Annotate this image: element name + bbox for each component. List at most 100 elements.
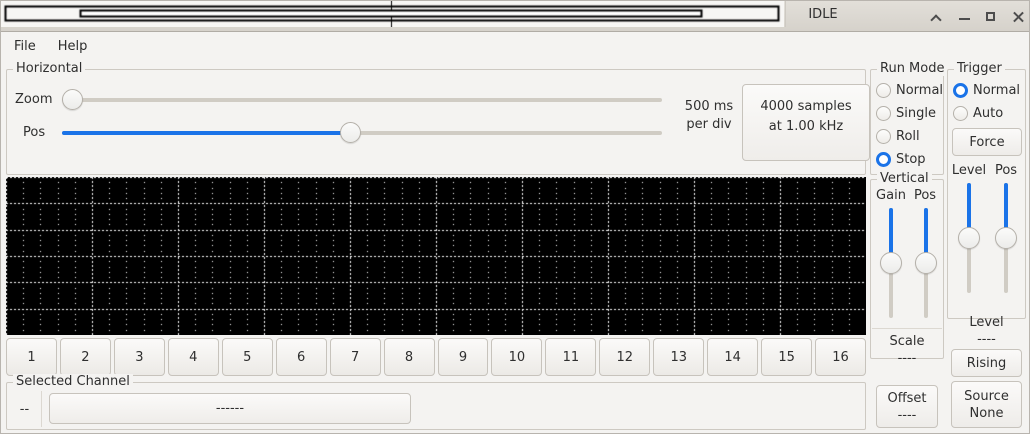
vertical-scale-title: Scale	[889, 334, 925, 349]
run-status-label: IDLE	[785, 1, 860, 27]
vertical-gain-slider[interactable]	[880, 208, 902, 318]
radio-icon-run-normal[interactable]	[876, 83, 891, 98]
vertical-pos-thumb[interactable]	[915, 252, 937, 274]
channel-button-label: 1	[27, 349, 36, 365]
selected-channel-number: --	[8, 391, 42, 427]
trigger-group: Trigger Normal Auto Force Level Pos	[947, 61, 1026, 319]
channel-button-label: 6	[297, 349, 306, 365]
channel-button-13[interactable]: 13	[653, 338, 705, 376]
channel-button-label: 9	[458, 349, 468, 365]
trigger-normal[interactable]: Normal	[953, 83, 1020, 98]
trigger-level-slider[interactable]	[958, 183, 980, 293]
channel-button-9[interactable]: 9	[437, 338, 489, 376]
channel-button-label: 10	[508, 349, 526, 365]
radio-icon-run-roll[interactable]	[876, 129, 891, 144]
trigger-normal-label: Normal	[973, 83, 1021, 98]
channel-button-3[interactable]: 3	[113, 338, 165, 376]
channel-button-11[interactable]: 11	[545, 338, 597, 376]
channel-button-label: 7	[350, 349, 360, 365]
run-mode-group-title: Run Mode	[877, 61, 948, 76]
radio-icon-run-stop[interactable]	[876, 152, 891, 167]
trigger-pos-label: Pos	[994, 163, 1018, 178]
zoom-slider-track[interactable]	[62, 98, 662, 102]
menu-item-file[interactable]: File	[14, 38, 36, 54]
minimize-icon[interactable]	[958, 10, 971, 23]
channel-button-15[interactable]: 15	[761, 338, 813, 376]
scope-display[interactable]	[6, 177, 866, 335]
horizontal-group-title: Horizontal	[13, 61, 86, 76]
radio-icon-trigger-auto[interactable]	[953, 106, 968, 121]
zoom-slider[interactable]	[62, 89, 662, 111]
channel-button-label: 14	[724, 349, 741, 365]
trigger-pos-slider[interactable]	[995, 183, 1017, 293]
trigger-force-button[interactable]: Force	[952, 128, 1022, 156]
channel-button-14[interactable]: 14	[707, 338, 759, 376]
channel-button-10[interactable]: 10	[491, 338, 543, 376]
trigger-pos-fill	[1004, 183, 1008, 238]
vertical-gain-thumb[interactable]	[880, 252, 902, 274]
sample-count: 4000 samples	[760, 99, 852, 114]
run-mode-stop[interactable]: Stop	[876, 152, 926, 167]
run-mode-single-label: Single	[896, 106, 936, 121]
vertical-scale-value: ----	[897, 351, 917, 366]
selected-channel-signal-field[interactable]: ------	[49, 393, 411, 424]
horizontal-position-bar[interactable]	[1, 1, 784, 27]
run-mode-roll-label: Roll	[896, 129, 920, 144]
run-mode-single[interactable]: Single	[876, 106, 936, 121]
maximize-icon[interactable]	[985, 10, 998, 23]
close-icon[interactable]	[1012, 10, 1025, 23]
channel-button-2[interactable]: 2	[59, 338, 111, 376]
position-bar-group: IDLE	[1, 1, 861, 29]
timebase-value: 500 ms	[684, 99, 734, 114]
horizontal-pos-slider[interactable]	[62, 122, 662, 144]
run-mode-stop-label: Stop	[896, 152, 926, 167]
channel-button-8[interactable]: 8	[383, 338, 435, 376]
run-mode-normal[interactable]: Normal	[876, 83, 943, 98]
trigger-level-readout-value: ----	[977, 332, 996, 347]
trigger-level-thumb[interactable]	[958, 227, 980, 249]
channel-button-label: 2	[81, 349, 90, 365]
channel-button-16[interactable]: 16	[815, 338, 866, 376]
channel-button-label: 16	[832, 349, 849, 365]
trigger-source-button[interactable]: Source None	[951, 381, 1022, 428]
menu-bar: File Help	[1, 32, 1029, 60]
radio-icon-trigger-normal[interactable]	[953, 83, 968, 98]
channel-button-7[interactable]: 7	[329, 338, 381, 376]
vertical-pos-slider[interactable]	[915, 208, 937, 318]
channel-button-1[interactable]: 1	[6, 338, 57, 376]
run-mode-roll[interactable]: Roll	[876, 129, 920, 144]
shade-icon[interactable]	[931, 10, 944, 23]
trigger-force-label: Force	[969, 134, 1005, 150]
menu-item-help[interactable]: Help	[57, 38, 88, 54]
zoom-slider-label: Zoom	[15, 92, 53, 107]
vertical-offset-value: ----	[897, 407, 917, 423]
vertical-separator	[872, 328, 942, 329]
hpos-slider-track[interactable]	[62, 131, 662, 135]
vertical-pos-fill	[924, 208, 928, 263]
run-mode-group: Run Mode Normal Single Roll Stop	[870, 61, 948, 175]
trigger-auto[interactable]: Auto	[953, 106, 1003, 121]
trigger-group-title: Trigger	[954, 61, 1005, 76]
trigger-level-label: Level	[951, 163, 987, 178]
trigger-pos-thumb[interactable]	[995, 227, 1017, 249]
trigger-level-fill	[967, 183, 971, 238]
channel-button-label: 11	[562, 349, 580, 365]
zoom-slider-thumb[interactable]	[62, 89, 83, 110]
channel-button-label: 8	[404, 349, 414, 365]
channel-button-4[interactable]: 4	[167, 338, 219, 376]
channel-button-label: 13	[670, 349, 687, 365]
hpos-slider-fill	[62, 131, 351, 135]
radio-icon-run-single[interactable]	[876, 106, 891, 121]
channel-button-12[interactable]: 12	[599, 338, 651, 376]
scope-grid-canvas	[6, 177, 866, 335]
channel-button-5[interactable]: 5	[221, 338, 273, 376]
channel-button-label: 4	[189, 349, 198, 365]
timebase-readout: 500 ms per div	[677, 98, 741, 134]
vertical-offset-button[interactable]: Offset ----	[876, 385, 938, 428]
channel-button-6[interactable]: 6	[275, 338, 327, 376]
sample-info-box[interactable]: 4000 samples at 1.00 kHz	[742, 84, 870, 161]
trigger-edge-button[interactable]: Rising	[951, 349, 1022, 377]
selected-channel-group: Selected Channel -- ------	[6, 374, 866, 430]
hpos-slider-thumb[interactable]	[339, 122, 361, 143]
vertical-gain-label: Gain	[876, 188, 906, 203]
